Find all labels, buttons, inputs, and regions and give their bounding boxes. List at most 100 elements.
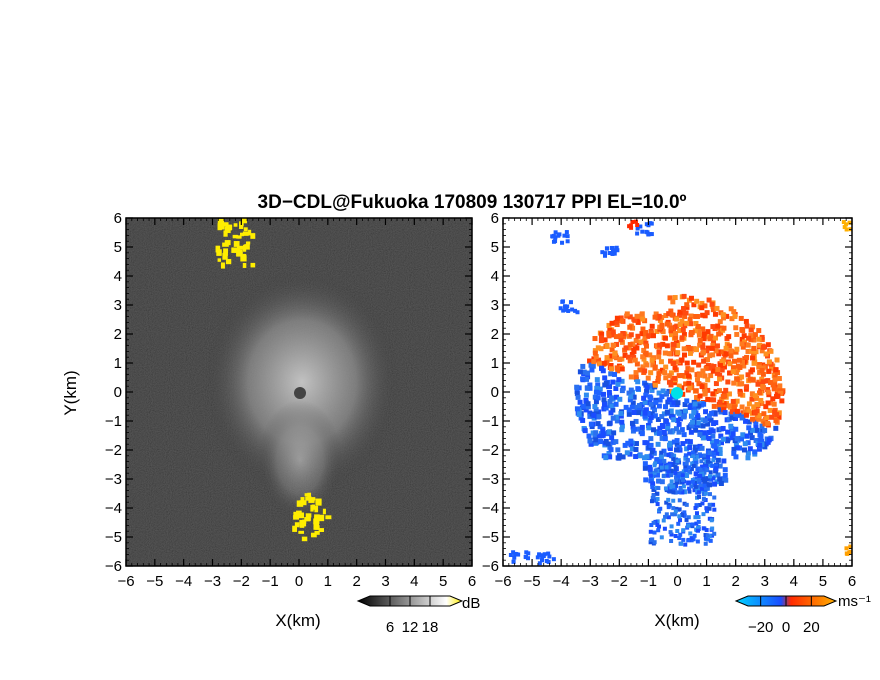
velocity-pixel xyxy=(627,314,633,320)
velocity-pixel xyxy=(646,333,652,339)
velocity-pixel xyxy=(628,387,634,393)
velocity-pixel xyxy=(585,374,591,380)
velocity-pixel xyxy=(649,499,654,504)
velocity-pixel xyxy=(609,245,614,250)
velocity-pixel xyxy=(700,335,706,341)
velocity-pixel xyxy=(844,222,849,227)
velocity-pixel xyxy=(635,379,641,385)
velocity-pixel xyxy=(598,338,604,344)
echo-cluster xyxy=(204,270,400,494)
velocity-pixel xyxy=(633,446,639,452)
velocity-pixel xyxy=(651,486,657,492)
velocity-pixel xyxy=(705,377,711,383)
velocity-pixel xyxy=(649,450,654,455)
velocity-pixel xyxy=(704,506,709,511)
velocity-pixel xyxy=(744,323,750,329)
velocity-pixel xyxy=(657,467,663,473)
velocity-pixel xyxy=(640,364,646,370)
velocity-pixel xyxy=(684,346,690,352)
velocity-pixel xyxy=(666,351,672,357)
velocity-pixel xyxy=(675,400,681,406)
velocity-pixel xyxy=(663,404,669,410)
velocity-pixel xyxy=(580,363,586,369)
velocity-pixel xyxy=(627,342,633,348)
strong-return-pixel xyxy=(300,497,305,504)
velocity-pixel xyxy=(669,524,674,529)
velocity-pixel xyxy=(721,364,727,370)
velocity-pixel xyxy=(613,401,619,407)
velocity-pixel xyxy=(743,386,749,392)
velocity-pixel xyxy=(752,410,758,416)
velocity-pixel xyxy=(656,528,661,533)
velocity-pixel xyxy=(758,397,764,403)
velocity-pixel xyxy=(734,436,740,442)
velocity-pixel xyxy=(700,501,705,506)
velocity-pixel xyxy=(610,251,615,256)
velocity-pixel xyxy=(733,454,739,460)
x-tick-label: 1 xyxy=(702,573,710,590)
velocity-pixel xyxy=(553,235,558,240)
velocity-pixel xyxy=(679,318,685,324)
velocity-pixel xyxy=(744,354,750,360)
x-tick-label: 4 xyxy=(410,573,418,590)
velocity-pixel xyxy=(753,349,759,355)
velocity-pixel xyxy=(671,506,676,511)
x-tick-label: −6 xyxy=(117,573,134,590)
velocity-pixel xyxy=(696,477,701,482)
x-tick-label: −1 xyxy=(262,573,279,590)
velocity-pixel xyxy=(708,470,713,475)
velocity-pixel xyxy=(675,459,680,464)
y-tick-label: −4 xyxy=(482,500,499,517)
velocity-pixel xyxy=(697,473,703,479)
velocity-pixel xyxy=(719,359,725,365)
velocity-pixel xyxy=(637,367,643,373)
velocity-pixel xyxy=(674,506,679,511)
velocity-pixel xyxy=(688,321,694,327)
strong-return-pixel xyxy=(224,252,228,256)
velocity-pixel xyxy=(665,422,671,428)
velocity-pixel xyxy=(686,523,691,528)
velocity-pixel xyxy=(633,418,639,424)
velocity-pixel xyxy=(661,411,667,417)
y-axis-label: Y(km) xyxy=(61,370,80,415)
velocity-pixel xyxy=(687,317,693,323)
strong-return-pixel xyxy=(306,514,311,522)
velocity-pixel xyxy=(523,555,528,560)
velocity-pixel xyxy=(715,472,721,478)
velocity-pixel xyxy=(687,385,693,391)
velocity-pixel xyxy=(711,458,716,463)
velocity-pixel xyxy=(613,394,619,400)
velocity-pixel xyxy=(663,390,669,396)
lidar-site-mark xyxy=(294,387,306,399)
velocity-pixel xyxy=(618,315,624,321)
velocity-pixel xyxy=(666,452,671,457)
velocity-pixel xyxy=(735,445,741,451)
velocity-pixel xyxy=(673,339,679,345)
velocity-pixel xyxy=(603,253,608,258)
velocity-pixel xyxy=(644,384,650,390)
velocity-panel xyxy=(503,218,852,566)
velocity-pixel xyxy=(745,372,751,378)
velocity-pixel xyxy=(574,406,580,412)
velocity-pixel xyxy=(693,313,699,319)
x-tick-label: −4 xyxy=(553,573,570,590)
velocity-pixel xyxy=(610,379,616,385)
velocity-pixel xyxy=(717,446,723,452)
velocity-pixel xyxy=(649,357,655,363)
velocity-pixel xyxy=(733,416,739,422)
velocity-pixel xyxy=(604,343,610,349)
velocity-pixel xyxy=(617,333,623,339)
velocity-pixel xyxy=(606,450,612,456)
y-tick-label: −3 xyxy=(482,471,499,488)
velocity-pixel xyxy=(751,351,757,357)
velocity-pixel xyxy=(684,360,690,366)
velocity-pixel xyxy=(679,335,685,341)
velocity-pixel xyxy=(677,490,682,495)
velocity-pixel xyxy=(650,495,655,500)
velocity-pixel xyxy=(592,348,598,354)
velocity-pixel xyxy=(693,388,699,394)
velocity-pixel xyxy=(683,542,688,547)
velocity-pixel xyxy=(721,325,727,331)
velocity-pixel xyxy=(716,351,722,357)
velocity-pixel xyxy=(748,327,754,333)
